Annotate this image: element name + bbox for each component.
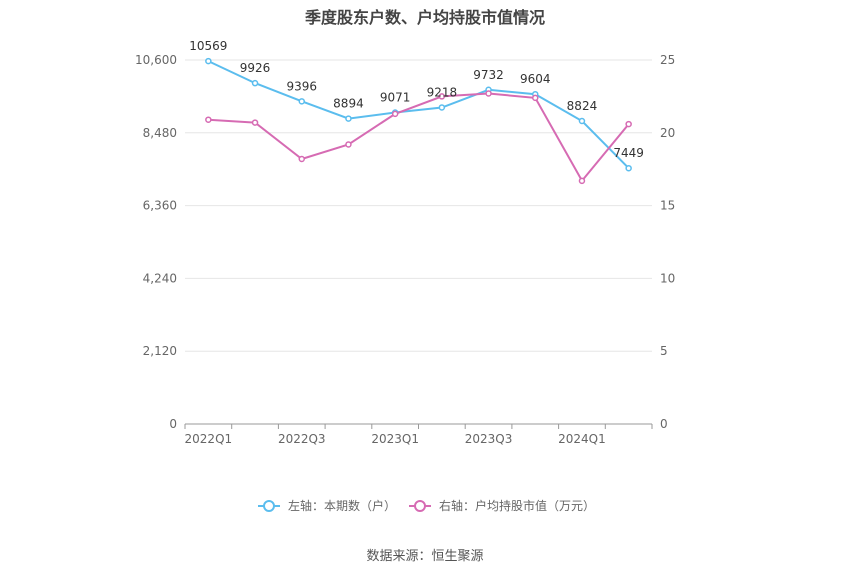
left-tick-label: 10,600: [135, 53, 177, 67]
data-label: 9604: [520, 72, 551, 86]
x-tick-label: 2022Q3: [278, 432, 326, 446]
data-point-avg-value: [625, 120, 632, 128]
data-label: 9396: [286, 79, 317, 93]
data-point-avg-value: [251, 119, 259, 126]
data-label: 7449: [613, 146, 644, 160]
series-line-avg-value: [208, 92, 630, 183]
chart-title: 季度股东户数、户均持股市值情况: [304, 8, 545, 27]
legend-label: 右轴：户均持股市值（万元）: [439, 498, 595, 513]
data-point-avg-value: [485, 90, 492, 97]
legend-marker: [263, 500, 275, 512]
grid-lines: [185, 59, 652, 425]
right-axis-ticks: 0 5 10 15 20 25: [660, 53, 675, 431]
data-point-avg-value: [532, 94, 539, 102]
left-tick-label: 6,360: [143, 199, 177, 213]
series-line-holders: [207, 60, 630, 169]
legend-label: 左轴：本期数（户）: [288, 498, 396, 513]
x-tick-label: 2023Q1: [371, 432, 419, 446]
right-tick-label: 15: [660, 199, 675, 213]
left-tick-label: 4,240: [143, 271, 177, 285]
x-tick-label: 2023Q3: [465, 432, 513, 446]
data-label: 8894: [333, 97, 364, 111]
data-label: 9926: [240, 61, 271, 75]
data-point-holders: [578, 117, 586, 125]
legend: 左轴：本期数（户） 右轴：户均持股市值（万元）: [258, 498, 595, 513]
right-tick-label: 25: [660, 53, 675, 67]
data-point-avg-value: [391, 110, 399, 118]
data-point-avg-value: [578, 177, 586, 185]
right-tick-label: 20: [660, 126, 675, 140]
data-label: 8824: [567, 99, 598, 113]
data-point-avg-value: [205, 116, 212, 123]
data-label: 9071: [380, 91, 411, 105]
data-labels: 10569 9926 9396 8894 9071 9218 9732 9604 8824 744…: [189, 39, 644, 160]
data-point-avg-value: [438, 93, 446, 100]
right-tick-label: 5: [660, 344, 668, 358]
right-tick-label: 10: [660, 271, 675, 285]
legend-marker: [414, 500, 426, 512]
data-label: 9732: [473, 68, 504, 82]
data-point-avg-value: [298, 155, 305, 163]
data-label: 9218: [427, 85, 458, 99]
x-tick-label: 2022Q1: [185, 432, 233, 446]
x-tick-label: 2024Q1: [558, 432, 606, 446]
data-point-holders: [251, 79, 259, 87]
left-axis-ticks: 0 2,120 4,240 6,360 8,480 10,600: [135, 53, 177, 431]
data-point-holders: [625, 164, 632, 172]
series-lines: [207, 60, 630, 183]
data-point-avg-value: [345, 141, 352, 148]
data-point-holders: [298, 98, 305, 105]
x-axis-ticks: 2022Q1 2022Q3 2023Q1 2023Q3 2024Q1: [184, 424, 653, 446]
left-tick-label: 2,120: [143, 344, 177, 358]
data-point-holders: [345, 115, 352, 122]
data-point-holders: [205, 57, 212, 65]
data-label: 10569: [189, 39, 227, 53]
data-point-holders: [438, 104, 446, 111]
right-tick-label: 0: [660, 417, 668, 431]
data-source: 数据来源：恒生聚源: [366, 549, 484, 564]
series-points: [205, 57, 632, 185]
left-tick-label: 0: [169, 417, 177, 431]
left-tick-label: 8,480: [143, 126, 177, 140]
